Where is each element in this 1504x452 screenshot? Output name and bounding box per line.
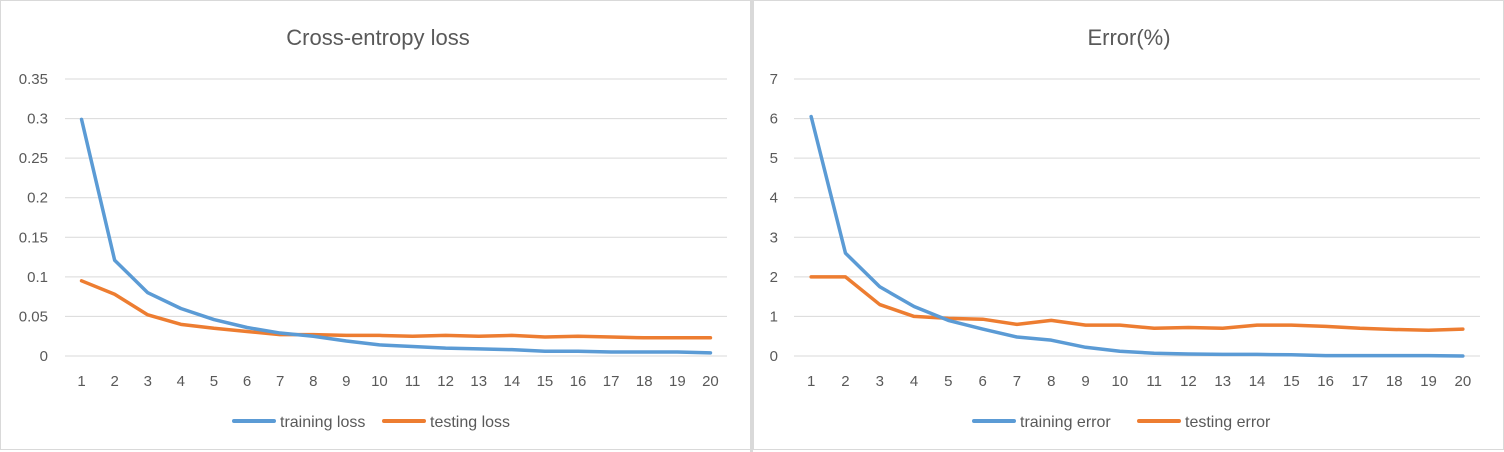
- legend-label-testing-error: testing error: [1185, 414, 1271, 431]
- x-tick-label: 19: [669, 373, 686, 390]
- chart-title: Error(%): [1087, 25, 1170, 50]
- x-tick-label: 5: [210, 373, 218, 390]
- x-tick-label: 9: [342, 373, 350, 390]
- chart-title: Cross-entropy loss: [286, 25, 469, 50]
- x-tick-label: 6: [978, 373, 986, 390]
- x-tick-label: 11: [1146, 373, 1162, 390]
- y-tick-label: 0.05: [19, 308, 48, 325]
- x-tick-label: 3: [144, 373, 152, 390]
- x-tick-label: 18: [1386, 373, 1403, 390]
- y-tick-label: 0: [40, 348, 48, 365]
- x-tick-label: 19: [1420, 373, 1437, 390]
- x-tick-label: 4: [910, 373, 918, 390]
- x-tick-label: 13: [470, 373, 487, 390]
- x-tick-label: 2: [110, 373, 118, 390]
- y-tick-label: 5: [770, 150, 778, 167]
- x-tick-label: 14: [504, 373, 521, 390]
- x-tick-label: 5: [944, 373, 952, 390]
- x-tick-label: 17: [1352, 373, 1369, 390]
- y-tick-label: 3: [770, 229, 778, 246]
- x-tick-label: 7: [1013, 373, 1021, 390]
- y-tick-label: 4: [770, 190, 778, 207]
- y-tick-label: 1: [770, 308, 778, 325]
- x-tick-label: 8: [1047, 373, 1055, 390]
- y-tick-label: 0: [770, 348, 778, 365]
- x-tick-label: 4: [177, 373, 185, 390]
- x-tick-label: 12: [437, 373, 454, 390]
- x-tick-label: 11: [405, 373, 421, 390]
- y-tick-label: 0.2: [27, 190, 48, 207]
- chart-panel-loss: Cross-entropy loss 0 0.05 0.1 0.15 0.2 0.25 0.3…: [0, 0, 751, 450]
- x-tick-label: 8: [309, 373, 317, 390]
- y-tick-label: 0.25: [19, 150, 48, 167]
- legend-label-training-error: training error: [1020, 414, 1111, 431]
- y-tick-label: 2: [770, 269, 778, 286]
- x-tick-label: 14: [1249, 373, 1266, 390]
- y-tick-label: 0.1: [27, 269, 48, 286]
- x-tick-label: 3: [876, 373, 884, 390]
- x-tick-label: 13: [1214, 373, 1231, 390]
- x-tick-label: 1: [77, 373, 85, 390]
- x-tick-label: 1: [807, 373, 815, 390]
- legend: training loss testing loss: [232, 414, 510, 431]
- x-tick-label: 18: [636, 373, 653, 390]
- x-tick-label: 6: [243, 373, 251, 390]
- gridlines: [794, 78, 1480, 357]
- x-tick-label: 12: [1180, 373, 1197, 390]
- chart-panel-error: Error(%) 0 1 2 3 4 5 6 7 1 2 3 4 5 6 7 8 9 10 11 12 13 14 15 16 1…: [753, 0, 1504, 450]
- legend: training error testing error: [972, 414, 1271, 431]
- x-tick-label: 16: [1317, 373, 1334, 390]
- loss-chart: Cross-entropy loss 0 0.05 0.1 0.15 0.2 0.25 0.3…: [19, 25, 727, 431]
- training-error-line: [809, 114, 1465, 358]
- x-tick-label: 15: [537, 373, 554, 390]
- x-tick-label: 10: [371, 373, 388, 390]
- panel-divider: [750, 0, 753, 452]
- x-tick-label: 2: [841, 373, 849, 390]
- legend-label-training-loss: training loss: [280, 414, 365, 431]
- legend-label-testing-loss: testing loss: [430, 414, 510, 431]
- y-tick-label: 0.15: [19, 229, 48, 246]
- y-tick-label: 0.3: [27, 111, 48, 128]
- x-tick-label: 7: [276, 373, 284, 390]
- x-tick-label: 15: [1283, 373, 1300, 390]
- x-tick-label: 10: [1112, 373, 1129, 390]
- testing-error-line: [809, 275, 1465, 333]
- x-tick-label: 16: [570, 373, 587, 390]
- testing-loss-line: [79, 279, 713, 340]
- y-tick-label: 7: [770, 71, 778, 88]
- x-tick-label: 9: [1081, 373, 1089, 390]
- x-tick-label: 20: [702, 373, 719, 390]
- x-tick-label: 20: [1455, 373, 1472, 390]
- training-loss-line: [79, 117, 713, 355]
- gridlines: [65, 78, 727, 357]
- y-tick-label: 0.35: [19, 71, 48, 88]
- y-tick-label: 6: [770, 111, 778, 128]
- x-tick-label: 17: [603, 373, 620, 390]
